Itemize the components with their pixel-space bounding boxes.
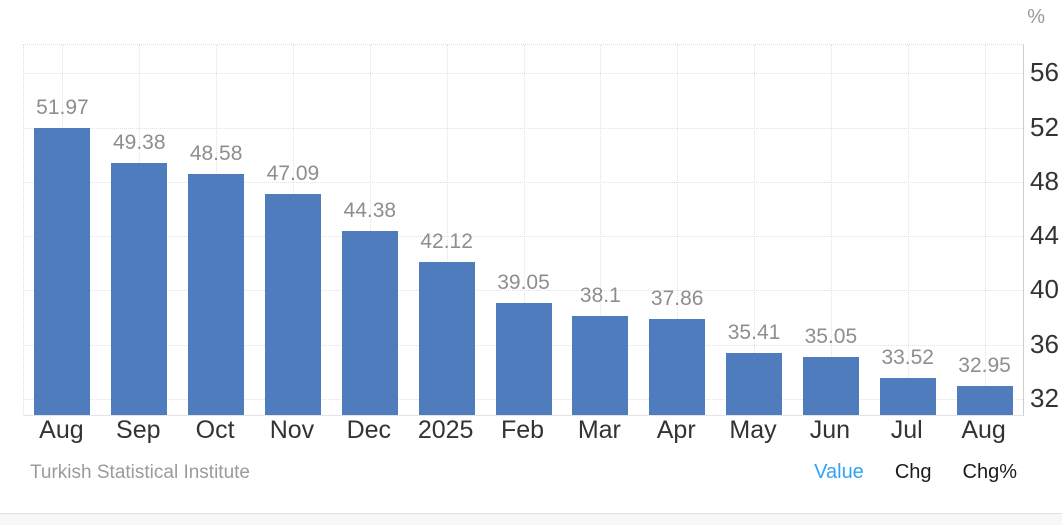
bar-may[interactable] (726, 352, 783, 415)
bar-nov[interactable] (264, 194, 321, 415)
bar-value-label: 39.05 (497, 271, 550, 295)
bar-mar[interactable] (572, 316, 629, 415)
x-axis-label: 2025 (417, 416, 474, 444)
x-gridline (754, 45, 756, 415)
bar-value-label: 44.38 (343, 198, 397, 222)
bar-oct[interactable] (188, 174, 245, 415)
bar-dec[interactable] (341, 230, 398, 415)
x-gridline (830, 45, 832, 415)
footer-links: Value Chg Chg% (814, 461, 1017, 484)
bar-value-label: 33.52 (881, 346, 934, 370)
bar-value-label: 49.38 (112, 131, 166, 155)
y-axis-label: 36 (1030, 328, 1059, 359)
bar-value-label: 32.95 (958, 353, 1011, 377)
bar-value-label: 42.12 (420, 229, 473, 253)
footer-link-chgpct[interactable]: Chg% (962, 461, 1017, 483)
x-gridline (907, 45, 909, 415)
bar-2025[interactable] (418, 261, 475, 415)
bar-value-label: 35.41 (727, 320, 781, 344)
x-gridline (523, 45, 525, 415)
x-axis-label: Jun (809, 416, 851, 444)
footer-link-value[interactable]: Value (814, 461, 864, 483)
y-axis-label: 32 (1030, 382, 1059, 413)
x-gridline (984, 45, 986, 415)
x-axis-label: Sep (116, 416, 161, 444)
bottom-scrollbar-track[interactable] (0, 513, 1062, 525)
bar-aug[interactable] (956, 385, 1013, 415)
x-axis-label: Apr (656, 416, 696, 444)
y-axis-label: 52 (1030, 111, 1059, 142)
bar-value-label: 48.58 (189, 142, 243, 166)
x-axis-label: May (729, 416, 777, 444)
x-axis-label: Nov (269, 416, 315, 444)
bar-value-label: 37.86 (650, 287, 704, 311)
bar-value-label: 51.97 (36, 96, 89, 120)
bar-value-label: 35.05 (804, 325, 858, 349)
bar-jun[interactable] (802, 357, 859, 415)
x-axis-label: Jul (890, 416, 923, 444)
y-axis-label: 40 (1030, 274, 1059, 305)
y-axis-label: 56 (1030, 57, 1059, 88)
bar-value-label: 38.1 (579, 284, 621, 308)
bar-apr[interactable] (649, 319, 706, 415)
y-axis-label: 48 (1030, 165, 1059, 196)
x-axis-label: Oct (195, 416, 235, 444)
bar-aug[interactable] (34, 128, 91, 415)
plot-area: 51.97 49.38 48.58 47.09 44.38 42.12 39.05 38.1 3… (23, 44, 1024, 416)
footer-link-chg[interactable]: Chg (894, 461, 932, 483)
bar-sep[interactable] (111, 163, 168, 415)
x-gridline (369, 45, 371, 415)
x-gridline (600, 45, 602, 415)
x-axis-label: Mar (577, 416, 621, 444)
y-axis-unit-label: % (1027, 6, 1045, 28)
y-axis-label: 44 (1030, 220, 1059, 251)
bar-feb[interactable] (495, 303, 552, 415)
source-link[interactable]: Turkish Statistical Institute (30, 462, 250, 483)
x-axis-label: Feb (500, 416, 545, 444)
bar-value-label: 47.09 (266, 162, 320, 186)
x-axis-label: Dec (346, 416, 392, 444)
x-gridline (446, 45, 448, 415)
x-axis-label: Aug (961, 416, 1006, 444)
x-gridline (677, 45, 679, 415)
bar-jul[interactable] (879, 378, 936, 415)
x-axis-label: Aug (39, 416, 84, 444)
